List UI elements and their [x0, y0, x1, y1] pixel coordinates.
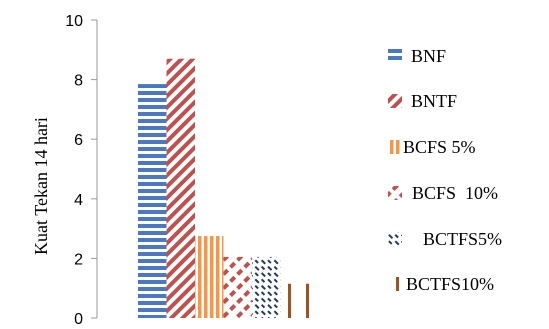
bar-bnf — [138, 84, 167, 318]
legend-label: BNTF — [411, 91, 457, 111]
legend: BNF BNTF BCFS 5% BCFS 10% BCTFS5% BCTFS10% — [388, 46, 502, 294]
y-axis-ticks: 0 2 4 6 8 10 — [65, 13, 97, 328]
legend-swatch — [388, 186, 402, 200]
y-tick-label: 8 — [74, 73, 83, 90]
bar-bcfs-5 — [195, 236, 224, 318]
y-tick-label: 4 — [74, 192, 83, 209]
legend-swatch — [388, 232, 402, 246]
legend-swatch — [388, 140, 402, 154]
y-axis-label: Kuat Tekan 14 hari — [31, 117, 51, 255]
legend-swatch — [388, 49, 402, 63]
legend-swatch — [388, 277, 402, 291]
bar-bntf — [166, 58, 195, 319]
legend-label: BCFS 5% — [403, 137, 476, 157]
legend-label: BNF — [411, 46, 446, 66]
y-tick-label: 6 — [74, 132, 83, 149]
bar-bctfs5 — [252, 256, 281, 318]
bar-bcfs-10 — [223, 256, 252, 318]
y-tick-label: 0 — [74, 311, 83, 328]
y-tick-label: 2 — [74, 251, 83, 268]
bar-bctfs10 — [280, 283, 309, 318]
legend-label: BCTFS10% — [406, 274, 494, 294]
y-tick-label: 10 — [65, 13, 83, 30]
legend-swatch — [388, 94, 402, 108]
bars — [138, 58, 309, 319]
legend-label: BCTFS5% — [423, 229, 502, 249]
legend-label: BCFS 10% — [412, 183, 498, 203]
